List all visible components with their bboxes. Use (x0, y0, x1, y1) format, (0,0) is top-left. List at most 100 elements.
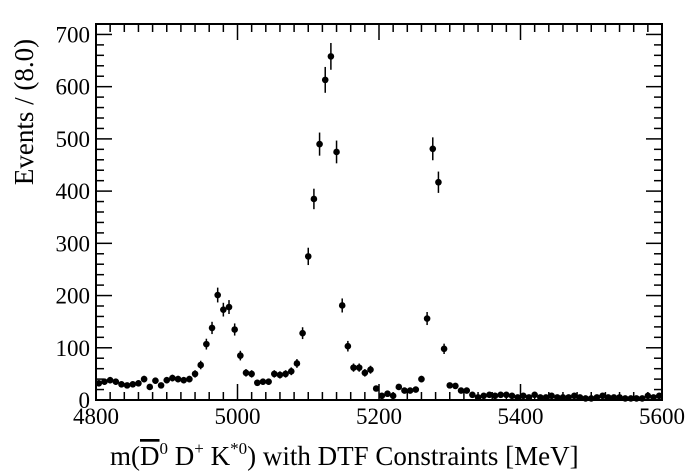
data-point (435, 178, 442, 186)
data-point (287, 367, 295, 375)
data-point (372, 385, 380, 392)
data-point (118, 381, 125, 388)
data-point (531, 391, 538, 399)
data-point (644, 392, 652, 400)
data-point (355, 364, 363, 371)
data-point (599, 392, 606, 400)
data-point (559, 394, 567, 401)
y-tick-label: 0 (79, 388, 91, 413)
y-tick-label: 500 (56, 127, 91, 152)
data-point (621, 395, 629, 402)
x-axis-title-d-sup: + (194, 439, 204, 458)
data-point (316, 140, 323, 148)
data-point (129, 381, 137, 388)
data-point (604, 394, 612, 401)
data-point (310, 195, 318, 203)
data-point (123, 382, 131, 389)
data-point (593, 394, 601, 401)
data-point (497, 391, 504, 399)
data-point (469, 391, 476, 399)
data-point (486, 391, 493, 399)
x-axis-title-dbar: D (140, 441, 160, 471)
data-point (140, 375, 148, 383)
data-point (180, 376, 188, 384)
plot-frame (95, 23, 663, 401)
data-point (163, 376, 171, 384)
data-point (231, 326, 238, 333)
data-point (429, 145, 437, 153)
data-point (418, 375, 425, 383)
y-tick-label: 700 (56, 22, 91, 47)
data-point (378, 392, 386, 400)
x-tick-label: 5600 (639, 404, 685, 429)
data-point (389, 392, 397, 400)
data-point (542, 394, 550, 401)
x-axis-title-pre: m( (110, 441, 140, 471)
data-point (655, 392, 663, 400)
data-point (197, 361, 205, 369)
data-point (627, 395, 635, 402)
data-point (452, 382, 459, 390)
data-point (276, 371, 284, 379)
data-point (350, 364, 357, 371)
data-point (616, 394, 623, 401)
y-tick-label: 400 (56, 179, 91, 204)
data-point (327, 53, 335, 60)
x-tick-label: 5200 (356, 404, 402, 429)
data-point (423, 315, 431, 322)
data-point (220, 306, 227, 313)
data-point (259, 378, 267, 386)
data-point (333, 148, 340, 156)
data-point (203, 340, 210, 348)
x-axis-title-post: ) with DTF Constraints [MeV] (247, 441, 578, 471)
y-axis-title: Events / (8.0) (9, 39, 39, 185)
data-point (344, 342, 352, 350)
data-point (587, 395, 595, 402)
data-point (152, 377, 159, 384)
data-point (304, 253, 312, 260)
x-tick-labels: 4800 5000 5200 5400 5600 (73, 404, 685, 429)
data-point (638, 395, 646, 402)
data-point (169, 374, 176, 382)
y-tick-label: 300 (56, 231, 91, 256)
data-point (225, 303, 233, 311)
data-point (570, 392, 578, 400)
data-point (610, 394, 618, 401)
data-point (412, 386, 420, 393)
data-point (282, 370, 289, 378)
data-point (480, 392, 488, 400)
data-point (135, 379, 142, 387)
data-point (208, 324, 216, 332)
x-tick-label: 4800 (73, 404, 119, 429)
data-point (101, 378, 108, 386)
data-point (440, 345, 448, 353)
data-point (537, 394, 544, 401)
x-tick-label: 5000 (215, 404, 261, 429)
data-point (463, 387, 471, 394)
data-point (474, 394, 482, 401)
data-point (321, 76, 329, 84)
data-point (186, 375, 193, 383)
x-axis-title: m(D0 D+ K*0) with DTF Constraints [MeV] (110, 439, 579, 471)
data-point (361, 369, 369, 377)
x-axis-title-dbar-sup: 0 (160, 439, 169, 458)
data-point (254, 379, 261, 387)
data-point (242, 369, 250, 377)
data-point (112, 378, 120, 386)
data-point (525, 394, 533, 401)
y-tick-label: 200 (56, 284, 91, 309)
y-tick-labels: 0 100 200 300 400 500 600 700 (56, 22, 91, 413)
data-point (237, 352, 244, 359)
x-axis-title-k-sup: *0 (230, 439, 247, 458)
data-point (565, 394, 572, 401)
y-tick-label: 100 (56, 336, 91, 361)
data-series (95, 42, 663, 402)
data-point (293, 360, 301, 367)
data-point (106, 376, 114, 384)
data-point (520, 392, 527, 400)
data-point (384, 390, 391, 398)
data-point (191, 370, 199, 378)
data-point (95, 379, 103, 387)
data-point (553, 394, 561, 401)
